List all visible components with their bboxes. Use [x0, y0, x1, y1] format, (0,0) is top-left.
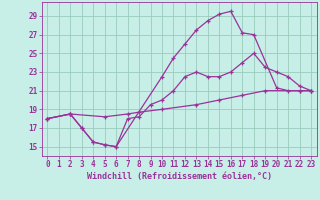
X-axis label: Windchill (Refroidissement éolien,°C): Windchill (Refroidissement éolien,°C) — [87, 172, 272, 181]
